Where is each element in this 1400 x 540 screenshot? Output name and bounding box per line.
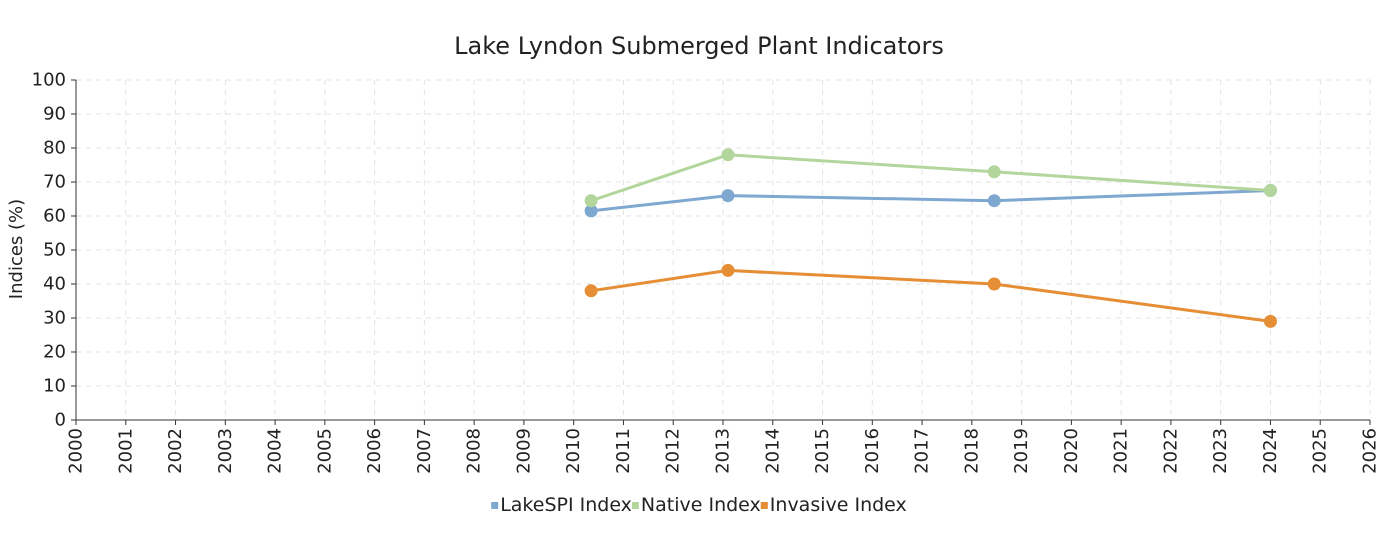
- y-tick-label: 60: [43, 206, 66, 227]
- legend-label: Native Index: [641, 494, 761, 516]
- data-point[interactable]: [987, 194, 1001, 208]
- y-axis-label: Indices (%): [6, 199, 27, 299]
- y-tick-label: 50: [43, 240, 66, 261]
- x-tick-label: 2021: [1111, 428, 1132, 474]
- series-line: [590, 268, 1271, 323]
- data-point[interactable]: [721, 189, 735, 203]
- series-invasive-index: [584, 263, 1277, 328]
- x-tick-label: 2009: [513, 428, 534, 474]
- series-native-index: [584, 148, 1277, 208]
- x-tick-label: 2013: [713, 428, 734, 474]
- series-line: [590, 189, 1271, 213]
- legend-swatch: [631, 502, 639, 509]
- legend-swatch: [760, 502, 768, 509]
- tick-labels: 2000 2001 2002 2003 2004 2005 2006 2007 2008 2009…: [32, 70, 1381, 474]
- x-tick-label: 2004: [265, 428, 286, 474]
- x-tick-label: 2019: [1011, 428, 1032, 474]
- x-tick-label: 2016: [862, 428, 883, 474]
- legend-item[interactable]: Native Index: [631, 494, 761, 516]
- data-point[interactable]: [987, 277, 1001, 291]
- x-tick-label: 2010: [563, 428, 584, 474]
- data-point[interactable]: [584, 284, 598, 298]
- y-tick-label: 40: [43, 274, 66, 295]
- x-tick-label: 2006: [364, 428, 385, 474]
- axes: [71, 79, 1371, 425]
- x-tick-label: 2001: [115, 428, 136, 474]
- y-tick-label: 10: [43, 376, 66, 397]
- x-tick-label: 2014: [762, 428, 783, 474]
- x-tick-label: 2018: [961, 428, 982, 474]
- legend-label: Invasive Index: [770, 494, 907, 516]
- x-tick-label: 2020: [1061, 428, 1082, 474]
- grid-lines: [76, 79, 1371, 420]
- x-tick-label: 2025: [1310, 428, 1331, 474]
- y-tick-label: 0: [55, 410, 66, 431]
- x-tick-label: 2003: [215, 428, 236, 474]
- x-tick-label: 2000: [66, 428, 87, 474]
- x-tick-label: 2012: [663, 428, 684, 474]
- data-point[interactable]: [721, 263, 735, 277]
- legend-item[interactable]: Invasive Index: [760, 494, 907, 516]
- y-tick-label: 70: [43, 172, 66, 193]
- x-tick-label: 2008: [464, 428, 485, 474]
- y-tick-label: 90: [43, 104, 66, 125]
- legend-swatch: [491, 502, 499, 509]
- data-point[interactable]: [1263, 184, 1277, 197]
- x-tick-label: 2017: [912, 428, 933, 474]
- y-tick-label: 80: [43, 138, 66, 159]
- x-tick-label: 2022: [1160, 428, 1181, 474]
- x-tick-label: 2007: [414, 428, 435, 474]
- legend[interactable]: LakeSPI Index Native Index Invasive Index: [491, 494, 907, 516]
- x-tick-label: 2024: [1260, 428, 1281, 474]
- series-group: [584, 148, 1277, 328]
- x-tick-label: 2005: [314, 428, 335, 474]
- data-point[interactable]: [584, 204, 598, 218]
- x-tick-label: 2023: [1210, 428, 1231, 474]
- data-point[interactable]: [721, 148, 735, 162]
- x-tick-label: 2011: [613, 428, 634, 474]
- legend-label: LakeSPI Index: [500, 494, 632, 516]
- series-line: [590, 153, 1271, 203]
- x-tick-label: 2002: [165, 428, 186, 474]
- data-point[interactable]: [1263, 314, 1277, 328]
- series-lakespi-index: [584, 184, 1277, 218]
- chart-title: Lake Lyndon Submerged Plant Indicators: [454, 32, 944, 60]
- x-tick-label: 2026: [1360, 428, 1381, 474]
- legend-item[interactable]: LakeSPI Index: [491, 494, 632, 516]
- data-point[interactable]: [584, 194, 598, 208]
- y-tick-label: 30: [43, 308, 66, 329]
- data-point[interactable]: [987, 165, 1001, 179]
- y-tick-label: 100: [32, 70, 66, 91]
- x-tick-label: 2015: [812, 428, 833, 474]
- y-tick-label: 20: [43, 342, 66, 363]
